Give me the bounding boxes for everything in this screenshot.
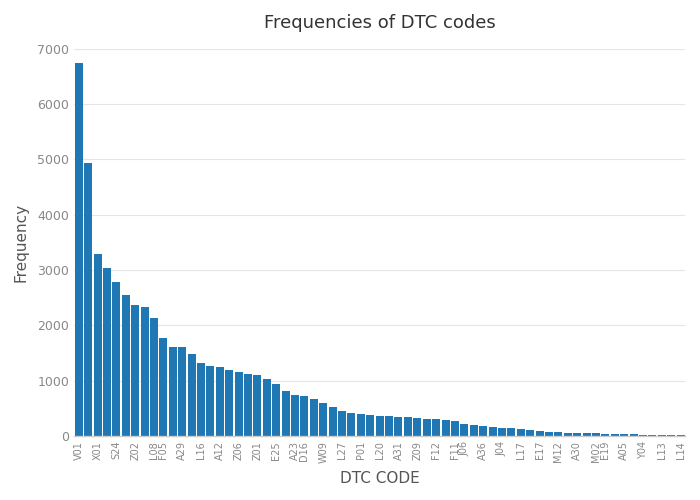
Bar — [517, 430, 525, 436]
Bar — [564, 432, 572, 436]
Bar — [395, 416, 402, 436]
Bar — [451, 421, 459, 436]
Bar — [620, 434, 628, 436]
Bar — [366, 415, 375, 436]
Bar — [536, 431, 543, 436]
Bar — [611, 434, 619, 436]
Bar — [545, 432, 553, 436]
Bar — [253, 376, 261, 436]
Bar — [601, 434, 610, 436]
Bar — [582, 433, 591, 436]
Bar — [141, 307, 148, 436]
Bar — [470, 426, 477, 436]
Bar — [479, 426, 487, 436]
Bar — [423, 418, 430, 436]
Bar — [329, 408, 337, 436]
Bar — [300, 396, 309, 436]
Bar — [526, 430, 534, 436]
Bar — [103, 268, 111, 436]
Bar — [178, 348, 186, 436]
Bar — [629, 434, 638, 436]
X-axis label: DTC CODE: DTC CODE — [340, 471, 419, 486]
Bar — [338, 411, 346, 436]
Bar — [225, 370, 233, 436]
Bar — [442, 420, 449, 436]
Bar — [461, 424, 468, 436]
Bar — [404, 418, 412, 436]
Bar — [432, 419, 440, 436]
Bar — [206, 366, 214, 436]
Bar — [272, 384, 280, 436]
Bar — [84, 164, 92, 436]
Bar — [244, 374, 252, 436]
Bar — [281, 390, 290, 436]
Bar — [131, 304, 139, 436]
Bar — [508, 428, 515, 436]
Bar — [592, 434, 600, 436]
Y-axis label: Frequency: Frequency — [14, 203, 29, 282]
Bar — [413, 418, 421, 436]
Bar — [385, 416, 393, 436]
Bar — [197, 363, 205, 436]
Bar — [489, 426, 496, 436]
Bar — [188, 354, 195, 436]
Bar — [291, 395, 299, 436]
Bar — [234, 372, 243, 436]
Bar — [347, 413, 356, 436]
Bar — [554, 432, 562, 436]
Bar — [160, 338, 167, 436]
Title: Frequencies of DTC codes: Frequencies of DTC codes — [264, 14, 496, 32]
Bar — [498, 428, 506, 436]
Bar — [310, 398, 318, 436]
Bar — [113, 282, 120, 436]
Bar — [639, 434, 647, 436]
Bar — [216, 368, 224, 436]
Bar — [94, 254, 102, 436]
Bar — [75, 62, 83, 436]
Bar — [658, 435, 666, 436]
Bar — [648, 435, 657, 436]
Bar — [122, 296, 130, 436]
Bar — [357, 414, 365, 436]
Bar — [376, 416, 384, 436]
Bar — [573, 433, 581, 436]
Bar — [263, 380, 271, 436]
Bar — [150, 318, 158, 436]
Bar — [319, 404, 328, 436]
Bar — [169, 347, 177, 436]
